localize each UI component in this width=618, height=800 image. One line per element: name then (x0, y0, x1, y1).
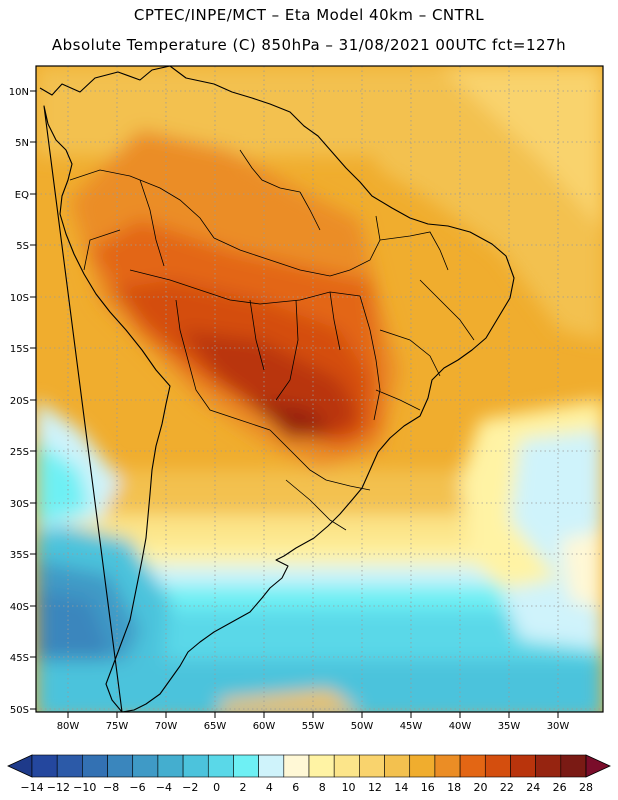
colorbar-label: 4 (266, 781, 273, 794)
colorbar-swatch (132, 754, 159, 778)
lon-label-80w: 80W (57, 721, 80, 732)
colorbar-swatch (434, 754, 461, 778)
lon-label-75w: 75W (106, 721, 129, 732)
lon-label-40w: 40W (449, 721, 472, 732)
colorbar-label: 18 (447, 781, 461, 794)
colorbar-label: −10 (73, 781, 96, 794)
lat-label-15s: 15S (10, 344, 29, 355)
temperature-map: 10N 5N EQ 5S 10S 15S 20S 25S 30S 35S 40S… (9, 65, 604, 732)
map-frame (35, 65, 604, 713)
colorbar-swatch (233, 754, 259, 778)
colorbar-label: 24 (526, 781, 540, 794)
lat-label-5s: 5S (16, 241, 29, 252)
colorbar-swatches (31, 754, 587, 778)
colorbar-swatch (510, 754, 536, 778)
lat-lon-grid (36, 66, 603, 712)
lat-label-5n: 5N (15, 138, 29, 149)
colorbar-swatch (82, 754, 108, 778)
colorbar-swatch (333, 754, 360, 778)
colorbar-swatch (535, 754, 562, 778)
colorbar-swatch (459, 754, 486, 778)
colorbar-low-arrow (7, 754, 33, 778)
lon-label-35w: 35W (498, 721, 521, 732)
colorbar-label: 14 (394, 781, 408, 794)
lat-label-25s: 25S (10, 447, 29, 458)
colorbar-label: −8 (103, 781, 119, 794)
colorbar-labels: −14 −12 −10 −8 −6 −4 −2 0 2 4 6 8 10 12 14 16 18 20 22 24 26… (20, 781, 593, 794)
colorbar: −14 −12 −10 −8 −6 −4 −2 0 2 4 6 8 10 12 14 16 18 20 22 24 26… (7, 754, 611, 794)
temperature-field (36, 66, 603, 712)
colorbar-label: 10 (342, 781, 356, 794)
lat-label-10n: 10N (9, 87, 29, 98)
colorbar-swatch (409, 754, 436, 778)
colorbar-swatch (359, 754, 385, 778)
lon-label-65w: 65W (204, 721, 227, 732)
lat-label-45s: 45S (10, 653, 29, 664)
colorbar-label: 16 (421, 781, 435, 794)
colorbar-swatch (308, 754, 335, 778)
colorbar-label: 26 (553, 781, 567, 794)
lat-label-eq: EQ (15, 190, 29, 201)
colorbar-swatch (157, 754, 184, 778)
lat-label-30s: 30S (10, 499, 29, 510)
colorbar-label: 12 (368, 781, 382, 794)
lat-label-20s: 20S (10, 396, 29, 407)
colorbar-label: 20 (473, 781, 487, 794)
colorbar-label: 28 (579, 781, 593, 794)
lon-label-55w: 55W (302, 721, 325, 732)
colorbar-label: −12 (47, 781, 70, 794)
country-borders (69, 149, 475, 531)
colorbar-swatch (182, 754, 209, 778)
colorbar-swatch (283, 754, 310, 778)
lat-label-40s: 40S (10, 602, 29, 613)
colorbar-label: −4 (156, 781, 172, 794)
lat-label-35s: 35S (10, 550, 29, 561)
colorbar-swatch (207, 754, 234, 778)
colorbar-high-arrow (585, 754, 611, 778)
lon-label-45w: 45W (400, 721, 423, 732)
lat-label-10s: 10S (10, 293, 29, 304)
colorbar-label: 0 (213, 781, 220, 794)
colorbar-swatch (484, 754, 511, 778)
lon-label-30w: 30W (547, 721, 570, 732)
colorbar-label: 2 (240, 781, 247, 794)
lon-label-50w: 50W (351, 721, 374, 732)
axis-ticks (30, 90, 559, 718)
colorbar-label: 22 (500, 781, 514, 794)
colorbar-label: −14 (20, 781, 43, 794)
colorbar-label: 6 (292, 781, 299, 794)
map-title: CPTEC/INPE/MCT – Eta Model 40km – CNTRL (133, 6, 485, 24)
lon-label-70w: 70W (155, 721, 178, 732)
colorbar-label: −2 (182, 781, 198, 794)
colorbar-label: 8 (319, 781, 326, 794)
colorbar-label: −6 (129, 781, 145, 794)
colorbar-swatch (560, 754, 587, 778)
lon-label-60w: 60W (253, 721, 276, 732)
colorbar-swatch (31, 754, 58, 778)
colorbar-swatch (258, 754, 285, 778)
south-america-coastline (39, 66, 515, 712)
colorbar-swatch (107, 754, 134, 778)
map-subtitle: Absolute Temperature (C) 850hPa – 31/08/… (51, 36, 567, 54)
lat-label-50s: 50S (10, 705, 29, 716)
colorbar-swatch (384, 754, 411, 778)
colorbar-swatch (56, 754, 83, 778)
